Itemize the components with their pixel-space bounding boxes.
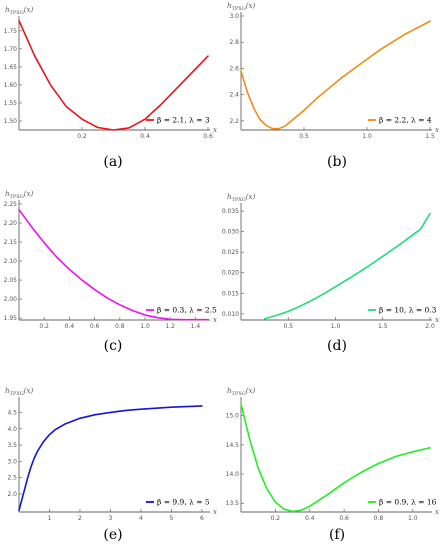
panel-caption: (d) <box>327 338 347 354</box>
x-tick-label: 2.0 <box>425 323 435 330</box>
x-tick-label: 1.0 <box>362 133 372 140</box>
x-tick-label: 0.6 <box>339 515 349 522</box>
panel-caption: (f) <box>329 527 345 543</box>
x-tick-label: 1.0 <box>331 323 341 330</box>
series-line <box>18 405 203 512</box>
x-tick-label: 1 <box>48 515 52 522</box>
y-tick-label: 2.6 <box>229 65 239 72</box>
y-axis-label: hTPXG(x) <box>227 2 255 12</box>
legend-label: β = 10, λ = 0.3 <box>379 306 437 315</box>
y-tick-label: 2.00 <box>4 296 18 303</box>
x-tick-label: 0.8 <box>374 515 384 522</box>
y-axis-label: hTPXG(x) <box>5 190 33 200</box>
x-axis-label: x <box>213 508 217 516</box>
chart-panel-2: hTPXG(x) x 0.5 1.0 1.5 2.2 2.4 2.6 2.8 3.0 β = 2.2… <box>227 2 439 170</box>
x-tick-label: 0.2 <box>271 515 281 522</box>
legend-label: β = 0.9, λ = 16 <box>379 498 437 507</box>
y-tick-label: 2.10 <box>4 258 18 265</box>
y-tick-label: 3.0 <box>7 458 17 465</box>
x-axis-label: x <box>213 316 217 324</box>
series-line <box>18 19 209 131</box>
y-axis-label: hTPXG(x) <box>227 387 255 397</box>
x-axis-label: x <box>213 126 217 134</box>
y-tick-label: 2.20 <box>4 220 18 227</box>
y-tick-label: 2.15 <box>4 239 18 246</box>
y-tick-label: 1.55 <box>4 100 18 107</box>
legend-label: β = 2.1, λ = 3 <box>157 116 210 125</box>
y-axis-label: hTPXG(x) <box>5 387 33 397</box>
y-tick-label: 1.60 <box>4 82 18 89</box>
x-tick-label: 0.5 <box>283 323 293 330</box>
y-tick-label: 0.010 <box>222 311 239 318</box>
y-tick-label: 13.5 <box>226 500 240 507</box>
series-line <box>240 403 431 513</box>
chart-panel-3: hTPXG(x) x 0.2 0.4 0.6 0.8 1.0 1.2 1.4 1.95 2.00 2.… <box>4 190 217 354</box>
y-tick-label: 2.0 <box>7 491 17 498</box>
x-tick-label: 1.5 <box>378 323 388 330</box>
y-tick-label: 1.70 <box>4 46 18 53</box>
y-tick-label: 2.4 <box>229 92 239 99</box>
x-axis-label: x <box>435 316 439 324</box>
legend-label: β = 9.9, λ = 5 <box>157 498 210 507</box>
x-tick-label: 0.6 <box>203 133 213 140</box>
series-line <box>240 20 431 130</box>
y-tick-label: 0.035 <box>222 208 239 215</box>
y-tick-label: 1.65 <box>4 64 18 71</box>
y-tick-label: 0.030 <box>222 229 239 236</box>
legend-label: β = 2.2, λ = 4 <box>379 116 432 125</box>
x-tick-label: 4 <box>139 515 143 522</box>
x-axis-label: x <box>435 126 439 134</box>
x-tick-label: 0.2 <box>39 323 49 330</box>
y-tick-label: 1.95 <box>4 315 18 322</box>
x-axis-label: x <box>435 508 439 516</box>
y-tick-label: 3.0 <box>229 13 239 20</box>
panel-caption: (c) <box>104 338 123 354</box>
panel-caption: (e) <box>103 527 122 543</box>
chart-panel-4: hTPXG(x) x 0.5 1.0 1.5 2.0 0.010 0.015 0.020 0.02… <box>222 193 439 354</box>
y-tick-label: 2.2 <box>229 118 239 125</box>
x-tick-label: 5 <box>170 515 174 522</box>
chart-panel-5: hTPXG(x) x 1 2 3 4 5 6 2.0 2.5 3.0 3.5 4.0 4.5 β = 9.9… <box>5 387 217 543</box>
series-line <box>263 212 431 320</box>
x-tick-label: 1.0 <box>408 515 418 522</box>
y-tick-label: 4.0 <box>7 426 17 433</box>
y-tick-label: 0.025 <box>222 249 239 256</box>
y-tick-label: 3.5 <box>7 442 17 449</box>
y-tick-label: 2.25 <box>4 201 18 208</box>
x-tick-label: 1.2 <box>165 323 175 330</box>
x-tick-label: 0.8 <box>115 323 125 330</box>
series-line <box>18 208 209 321</box>
x-tick-label: 1.0 <box>140 323 150 330</box>
x-tick-label: 0.5 <box>299 133 309 140</box>
x-tick-label: 0.2 <box>77 133 87 140</box>
y-tick-label: 1.75 <box>4 28 18 35</box>
y-tick-label: 2.8 <box>229 39 239 46</box>
x-tick-label: 6 <box>200 515 204 522</box>
x-tick-label: 1.4 <box>191 323 201 330</box>
chart-panel-6: hTPXG(x) x 0.2 0.4 0.6 0.8 1.0 13.5 14.0 14.5 15.0… <box>226 387 439 543</box>
legend-label: β = 0.3, λ = 2.5 <box>157 306 217 315</box>
y-tick-label: 0.015 <box>222 290 239 297</box>
x-tick-label: 0.4 <box>140 133 150 140</box>
x-tick-label: 0.4 <box>305 515 315 522</box>
x-tick-label: 0.6 <box>90 323 100 330</box>
y-tick-label: 4.5 <box>7 409 17 416</box>
y-axis-label: hTPXG(x) <box>227 193 255 203</box>
y-tick-label: 14.0 <box>226 471 240 478</box>
panel-caption: (b) <box>327 154 347 170</box>
x-tick-label: 0.4 <box>65 323 75 330</box>
y-axis-label: hTPXG(x) <box>5 6 33 16</box>
x-tick-label: 2 <box>78 515 82 522</box>
y-tick-label: 2.05 <box>4 277 18 284</box>
y-tick-label: 2.5 <box>7 475 17 482</box>
x-tick-label: 1.5 <box>425 133 435 140</box>
y-tick-label: 1.50 <box>4 118 18 125</box>
y-tick-label: 14.5 <box>226 442 240 449</box>
x-tick-label: 3 <box>109 515 113 522</box>
y-tick-label: 0.020 <box>222 270 239 277</box>
y-tick-label: 15.0 <box>226 413 240 420</box>
panel-caption: (a) <box>103 154 122 170</box>
chart-panel-1: hTPXG(x) x 0.2 0.4 0.6 1.50 1.55 1.60 1.65 1.70 1.… <box>4 6 217 170</box>
